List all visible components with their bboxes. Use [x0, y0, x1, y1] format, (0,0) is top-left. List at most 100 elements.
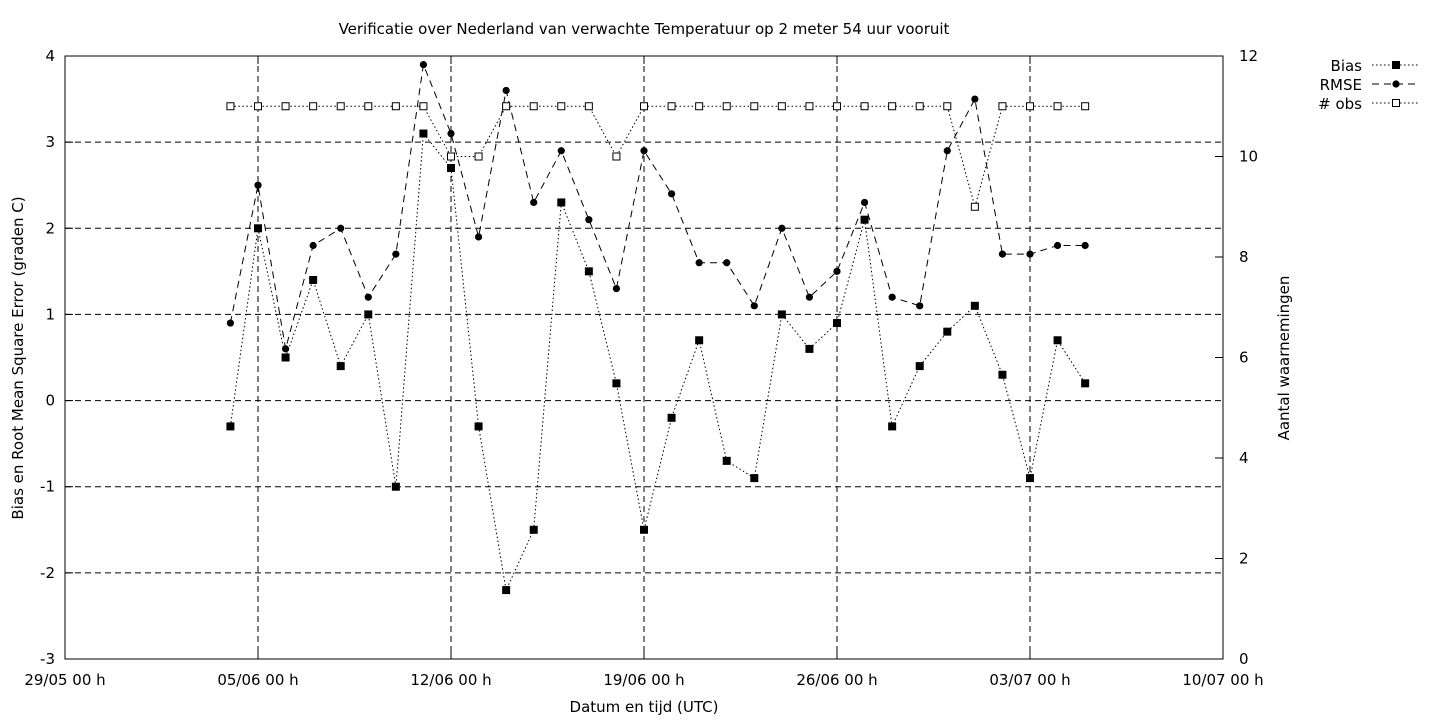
data-point-rmse [281, 345, 290, 353]
y2-tick-label: 6 [1239, 349, 1249, 367]
data-point-obs [254, 102, 262, 111]
data-point-bias [640, 525, 648, 534]
y2-tick-label: 4 [1239, 449, 1249, 467]
data-point-obs [1026, 102, 1034, 111]
data-point-bias [336, 362, 345, 371]
data-point-rmse [695, 259, 703, 267]
data-point-rmse [1026, 250, 1034, 258]
data-point-obs [447, 152, 455, 161]
data-point-bias [612, 379, 621, 388]
y2-tick-label: 8 [1239, 248, 1249, 266]
data-point-rmse [364, 293, 372, 301]
data-point-bias [364, 310, 373, 319]
data-point-rmse [1053, 241, 1062, 250]
data-point-obs [281, 102, 290, 111]
data-point-rmse [447, 129, 455, 138]
data-point-bias [833, 319, 841, 328]
x-tick-label: 19/06 00 h [603, 671, 684, 689]
data-point-obs [1053, 102, 1062, 111]
data-point-obs [474, 152, 483, 161]
y2-tick-label: 12 [1239, 47, 1258, 65]
data-point-rmse [392, 250, 400, 258]
data-point-obs [336, 102, 345, 111]
data-point-obs [557, 102, 566, 111]
data-point-bias [584, 267, 593, 276]
data-point-rmse [667, 190, 676, 198]
data-point-rmse [612, 284, 621, 293]
x-tick-label: 29/05 00 h [24, 671, 105, 689]
data-point-obs [695, 102, 704, 111]
data-point-bias [915, 362, 924, 371]
y-tick-label: -3 [40, 650, 55, 668]
y-tick-label: 3 [45, 133, 55, 151]
data-point-obs [640, 102, 648, 111]
grid-layer [65, 56, 1223, 659]
y-tick-label: 0 [45, 392, 55, 410]
data-point-bias [1026, 474, 1034, 483]
data-point-rmse [971, 95, 979, 103]
data-point-rmse [1081, 241, 1089, 250]
data-point-rmse [226, 319, 235, 327]
legend-label-bias: Bias [1331, 57, 1363, 75]
data-point-obs [529, 102, 538, 111]
data-point-rmse [309, 241, 317, 250]
data-point-bias [998, 370, 1007, 379]
legend-samples [1372, 61, 1420, 107]
data-point-rmse [502, 86, 510, 95]
data-point-bias [226, 422, 235, 431]
y2-tick-label: 10 [1239, 148, 1258, 166]
series-line-rmse [229, 62, 1086, 350]
data-point-obs [364, 102, 373, 111]
data-point-rmse [585, 216, 593, 224]
series-line-obs [230, 105, 1086, 209]
data-point-bias [447, 163, 455, 172]
data-point-rmse [943, 147, 951, 155]
data-point-rmse [723, 259, 731, 267]
x-tick-label: 26/06 00 h [796, 671, 877, 689]
data-point-bias [281, 353, 290, 362]
data-point-rmse [474, 233, 483, 241]
data-point-rmse [888, 293, 896, 301]
data-point-obs [722, 102, 731, 111]
data-point-obs [915, 102, 924, 111]
data-point-bias [805, 344, 814, 353]
data-point-bias [750, 474, 759, 483]
data-point-bias [667, 413, 676, 422]
data-point-obs [419, 102, 428, 111]
data-point-bias [254, 224, 262, 233]
x-tick-label: 10/07 00 h [1182, 671, 1263, 689]
y-tick-label: -2 [40, 564, 55, 582]
data-point-rmse [254, 181, 262, 189]
data-point-rmse [530, 198, 538, 207]
legend-label-obs: # obs [1318, 95, 1362, 113]
series-layer [226, 61, 1090, 595]
data-point-obs [391, 102, 400, 111]
legend-marker-obs [1392, 99, 1400, 107]
y-tick-label: 4 [45, 47, 55, 65]
data-point-rmse [640, 147, 648, 155]
data-point-bias [474, 422, 483, 431]
legend-marker-rmse [1392, 80, 1400, 88]
data-point-obs [309, 102, 318, 111]
data-point-rmse [916, 302, 924, 310]
data-point-obs [584, 102, 593, 111]
data-point-obs [1081, 102, 1090, 111]
data-point-bias [419, 129, 428, 138]
data-point-rmse [833, 267, 841, 275]
y-tick-label: -1 [40, 478, 55, 496]
data-point-bias [943, 327, 952, 336]
data-point-bias [970, 301, 979, 310]
data-point-obs [502, 102, 511, 111]
data-point-obs [750, 102, 759, 111]
data-point-bias [391, 482, 400, 491]
data-point-bias [695, 336, 704, 345]
data-point-obs [805, 102, 814, 111]
data-point-bias [502, 586, 511, 595]
data-point-rmse [998, 250, 1007, 258]
chart-title: Verificatie over Nederland van verwachte… [339, 20, 950, 38]
data-point-rmse [860, 198, 869, 207]
data-point-bias [888, 422, 897, 431]
data-point-obs [667, 102, 676, 111]
data-point-bias [557, 198, 566, 207]
